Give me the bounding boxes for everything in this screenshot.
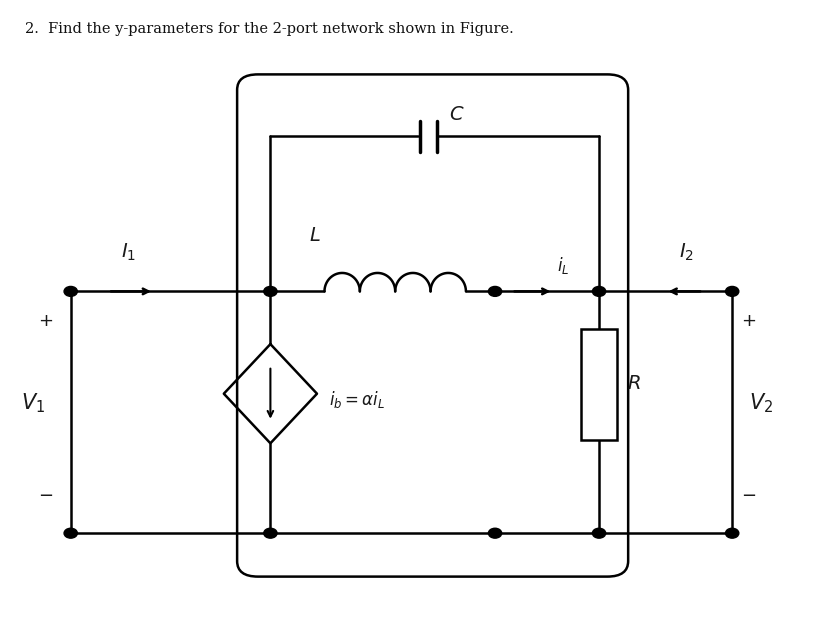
Circle shape <box>726 528 739 538</box>
FancyBboxPatch shape <box>237 74 628 577</box>
Text: $i_L$: $i_L$ <box>557 255 570 276</box>
Text: $C$: $C$ <box>449 106 465 124</box>
Circle shape <box>64 286 77 296</box>
Circle shape <box>264 286 277 296</box>
Text: $V_1$: $V_1$ <box>21 391 46 415</box>
Text: 2.  Find the y-parameters for the 2-port network shown in Figure.: 2. Find the y-parameters for the 2-port … <box>25 22 513 36</box>
Text: $-$: $-$ <box>741 485 756 503</box>
Circle shape <box>488 286 502 296</box>
Text: $+$: $+$ <box>38 311 53 329</box>
Circle shape <box>64 528 77 538</box>
Text: $i_b{=}\alpha i_L$: $i_b{=}\alpha i_L$ <box>329 389 386 410</box>
FancyBboxPatch shape <box>581 329 617 440</box>
Circle shape <box>592 528 606 538</box>
Circle shape <box>264 528 277 538</box>
Text: $+$: $+$ <box>741 311 756 329</box>
Text: $R$: $R$ <box>627 375 641 394</box>
Circle shape <box>488 528 502 538</box>
Text: $V_2$: $V_2$ <box>749 391 774 415</box>
Circle shape <box>592 286 606 296</box>
Text: $\mathit{I}_2$: $\mathit{I}_2$ <box>679 242 694 264</box>
Circle shape <box>726 286 739 296</box>
Text: $L$: $L$ <box>309 227 320 245</box>
Text: $\mathit{I}_1$: $\mathit{I}_1$ <box>121 242 136 264</box>
Text: $-$: $-$ <box>38 485 53 503</box>
